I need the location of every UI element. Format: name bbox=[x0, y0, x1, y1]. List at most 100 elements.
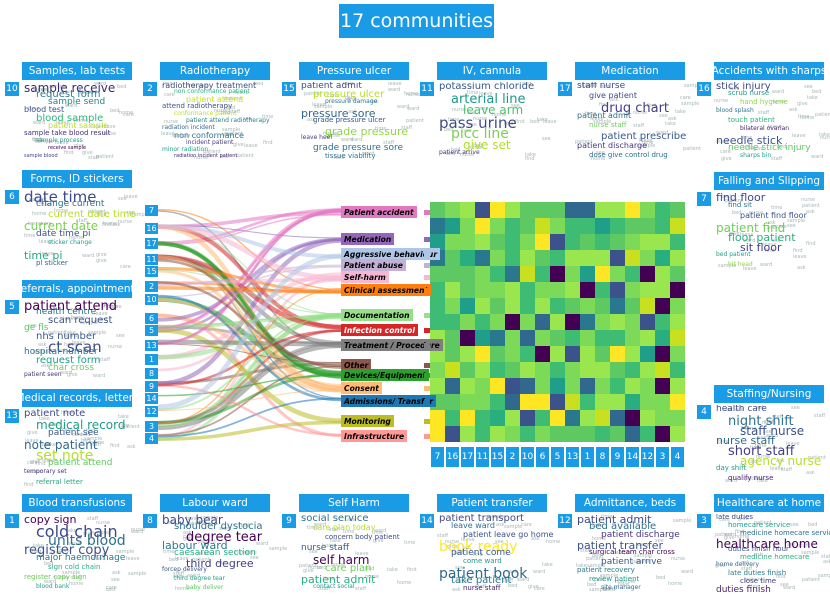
sankey-flow bbox=[158, 210, 342, 344]
filler-word: leave bbox=[792, 133, 806, 139]
sankey-flow bbox=[158, 254, 342, 345]
heatmap-cell bbox=[670, 298, 685, 314]
filler-word: time bbox=[798, 114, 810, 120]
heatmap-cell bbox=[430, 202, 445, 218]
heatmap-cell bbox=[670, 250, 685, 266]
filler-word: staff bbox=[798, 543, 810, 549]
heatmap-cell bbox=[580, 266, 595, 282]
sankey-flow bbox=[158, 297, 342, 376]
filler-word: time bbox=[741, 135, 753, 141]
filler-word: bed bbox=[32, 549, 42, 555]
filler-word: staff bbox=[71, 575, 83, 581]
heatmap-cell bbox=[520, 234, 535, 250]
cloud-word: radiotherapy treatment bbox=[162, 82, 257, 90]
left-community-number: 7 bbox=[145, 205, 158, 216]
heatmap-cell bbox=[565, 218, 580, 234]
community-name: Forms, ID stickers bbox=[22, 170, 132, 188]
filler-word: see bbox=[804, 84, 813, 90]
left-community-number: 3 bbox=[145, 421, 158, 432]
filler-word: time bbox=[28, 106, 40, 112]
cloud-word: homecare service bbox=[728, 521, 791, 529]
heatmap-cell bbox=[565, 298, 580, 314]
left-community-number: 11 bbox=[145, 254, 158, 265]
filler-word: find bbox=[32, 137, 42, 143]
heatmap-cell bbox=[625, 234, 640, 250]
left-community-number: 12 bbox=[145, 406, 158, 417]
filler-word: home bbox=[103, 221, 118, 227]
sankey-flow bbox=[158, 361, 342, 385]
left-community-number: 6 bbox=[145, 313, 158, 324]
filler-word: patient bbox=[802, 203, 820, 209]
heatmap-cell bbox=[670, 362, 685, 378]
filler-word: ask bbox=[772, 238, 781, 244]
sankey-flow bbox=[158, 266, 342, 293]
category-swatch bbox=[424, 363, 430, 368]
heatmap-cell bbox=[445, 362, 460, 378]
left-community-number: 15 bbox=[145, 266, 158, 277]
cloud-word: sample process bbox=[36, 137, 83, 144]
filler-word: staff bbox=[475, 584, 487, 590]
sankey-flow bbox=[158, 224, 342, 239]
filler-word: ask bbox=[797, 265, 806, 271]
cloud-word: patient admit bbox=[577, 111, 632, 120]
heatmap-cell bbox=[475, 362, 490, 378]
cloud-word: sample receive bbox=[24, 82, 116, 95]
filler-word: ward bbox=[65, 333, 78, 339]
cloud-word: needle stick injury bbox=[728, 143, 811, 153]
heatmap-cell bbox=[505, 282, 520, 298]
heatmap-cell bbox=[520, 346, 535, 362]
heatmap-cell bbox=[565, 362, 580, 378]
heatmap-cell bbox=[430, 266, 445, 282]
heatmap-cell bbox=[460, 426, 475, 442]
filler-word: find bbox=[776, 574, 786, 580]
filler-word: staff bbox=[99, 357, 111, 363]
sankey-flow bbox=[158, 389, 342, 411]
filler-word: patient bbox=[96, 154, 114, 160]
sankey-flow bbox=[158, 269, 342, 387]
filler-word: find bbox=[473, 552, 483, 558]
filler-word: bed bbox=[522, 82, 532, 87]
filler-word: take bbox=[387, 567, 398, 573]
filler-word: ward bbox=[33, 120, 46, 126]
filler-word: take bbox=[345, 517, 356, 523]
cloud-word: self harm bbox=[313, 553, 370, 567]
filler-word: care bbox=[594, 577, 605, 583]
sankey-flow bbox=[158, 224, 342, 391]
heatmap-cell bbox=[550, 202, 565, 218]
filler-word: bed bbox=[169, 557, 179, 563]
filler-word: take bbox=[343, 82, 354, 87]
filler-word: find bbox=[102, 222, 112, 228]
heatmap-cell bbox=[520, 410, 535, 426]
filler-word: patient bbox=[632, 559, 650, 565]
filler-word: time bbox=[585, 111, 597, 117]
filler-word: ask bbox=[741, 560, 750, 566]
sankey-flow bbox=[158, 315, 342, 329]
filler-word: ward bbox=[350, 137, 363, 143]
cloud-word: baby bear bbox=[162, 514, 223, 527]
heatmap-cell bbox=[670, 202, 685, 218]
cloud-word: late duties bbox=[716, 514, 754, 521]
category-label: Consent bbox=[341, 382, 382, 394]
heatmap-cell bbox=[445, 282, 460, 298]
filler-word: care bbox=[461, 128, 472, 134]
filler-word: time bbox=[375, 126, 387, 132]
cloud-word: patient admit bbox=[577, 514, 652, 526]
filler-word: leave bbox=[312, 102, 326, 108]
heatmap-cell bbox=[520, 394, 535, 410]
heatmap-cell bbox=[475, 378, 490, 394]
filler-word: care bbox=[719, 517, 730, 523]
heatmap-cell bbox=[655, 426, 670, 442]
filler-word: staff bbox=[355, 586, 367, 592]
filler-word: bed bbox=[777, 144, 787, 150]
cloud-word: radiation incident patient bbox=[174, 153, 238, 159]
filler-word: staff bbox=[87, 516, 99, 522]
category-label: Patient accident bbox=[341, 206, 417, 218]
cloud-word: leave heel bbox=[301, 134, 333, 141]
cloud-word: duties finish hour bbox=[728, 545, 789, 553]
cloud-word: current date time bbox=[48, 209, 136, 220]
filler-word: find bbox=[735, 529, 745, 535]
heatmap-cell bbox=[655, 202, 670, 218]
category-label: Monitoring bbox=[341, 415, 394, 427]
filler-word: home bbox=[668, 581, 683, 587]
filler-word: take bbox=[65, 330, 76, 336]
